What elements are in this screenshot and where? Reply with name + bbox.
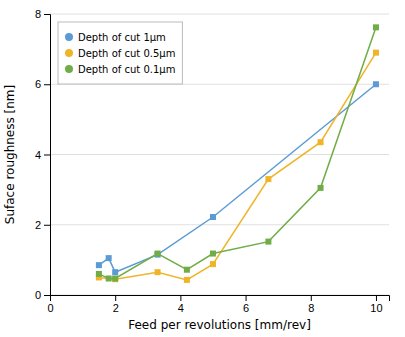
point — [373, 81, 379, 87]
tick: 0 — [35, 289, 50, 301]
tick-mark — [44, 155, 50, 156]
point — [96, 262, 102, 268]
tick-label: 2 — [113, 302, 119, 314]
axis-line — [51, 296, 390, 302]
tick-label: 4 — [178, 302, 184, 314]
point — [373, 24, 379, 30]
tick-mark — [44, 84, 50, 85]
grid-line — [50, 154, 389, 155]
legend-swatch — [65, 49, 73, 57]
tick: 6 — [243, 295, 249, 314]
point — [210, 251, 216, 257]
legend-swatch — [65, 65, 73, 73]
axis-line — [44, 15, 51, 296]
point — [318, 185, 324, 191]
series-line — [99, 53, 376, 280]
tick: 8 — [308, 295, 314, 314]
plot: 024681002468Depth of cut 1μmDepth of cut… — [35, 8, 390, 314]
grid-line — [50, 14, 389, 15]
tick-label: 0 — [47, 302, 53, 314]
tick-mark — [311, 295, 312, 301]
tick-label: 4 — [35, 149, 41, 161]
tick-mark — [180, 295, 181, 301]
tick-label: 2 — [35, 219, 41, 231]
tick: 4 — [35, 149, 50, 161]
point — [265, 176, 271, 182]
point — [373, 50, 379, 56]
point — [112, 276, 118, 282]
tick-mark — [115, 295, 116, 301]
point — [210, 214, 216, 220]
tick-label: 6 — [35, 78, 41, 90]
tick: 0 — [47, 295, 53, 314]
series-line — [99, 84, 376, 272]
tick-label: 8 — [308, 302, 314, 314]
grid — [50, 14, 389, 295]
tick-label: 0 — [35, 289, 41, 301]
point — [318, 139, 324, 145]
tick-label: 10 — [370, 302, 382, 314]
grid-line — [50, 224, 389, 225]
tick: 2 — [35, 219, 50, 231]
y-axis-title: Suface roughness [nm] — [3, 85, 17, 224]
point — [265, 239, 271, 245]
tick-mark — [44, 14, 50, 15]
legend-swatch — [65, 33, 73, 41]
point — [210, 261, 216, 267]
x-axis-title: Feed per revolutions [mm/rev] — [128, 318, 311, 332]
point — [96, 271, 102, 277]
tick-mark — [44, 295, 50, 296]
tick-label: 6 — [243, 302, 249, 314]
point — [184, 267, 190, 273]
point — [112, 275, 118, 281]
tick: 10 — [370, 295, 382, 314]
legend-label: Depth of cut 0.5μm — [78, 48, 175, 59]
point — [112, 269, 118, 275]
x-axis: 0 2 4 6 8 10 — [47, 295, 389, 314]
tick: 8 — [35, 8, 50, 20]
legend-box — [58, 22, 182, 84]
tick-mark — [44, 225, 50, 226]
point — [106, 255, 112, 261]
tick-mark — [246, 295, 247, 301]
tick: 6 — [35, 78, 50, 90]
legend-label: Depth of cut 0.1μm — [78, 64, 175, 75]
y-axis: 0 2 4 6 8 — [35, 8, 51, 301]
point — [155, 251, 161, 257]
point — [106, 275, 112, 281]
tick-mark — [376, 295, 377, 301]
point — [155, 269, 161, 275]
legend: Depth of cut 1μm Depth of cut 0.5μm Depth … — [58, 22, 182, 84]
tick: 4 — [178, 295, 184, 314]
legend-label: Depth of cut 1μm — [78, 32, 166, 43]
point — [184, 277, 190, 283]
tick-label: 8 — [35, 8, 41, 20]
chart: 024681002468Depth of cut 1μmDepth of cut… — [0, 0, 405, 337]
tick: 2 — [113, 295, 119, 314]
